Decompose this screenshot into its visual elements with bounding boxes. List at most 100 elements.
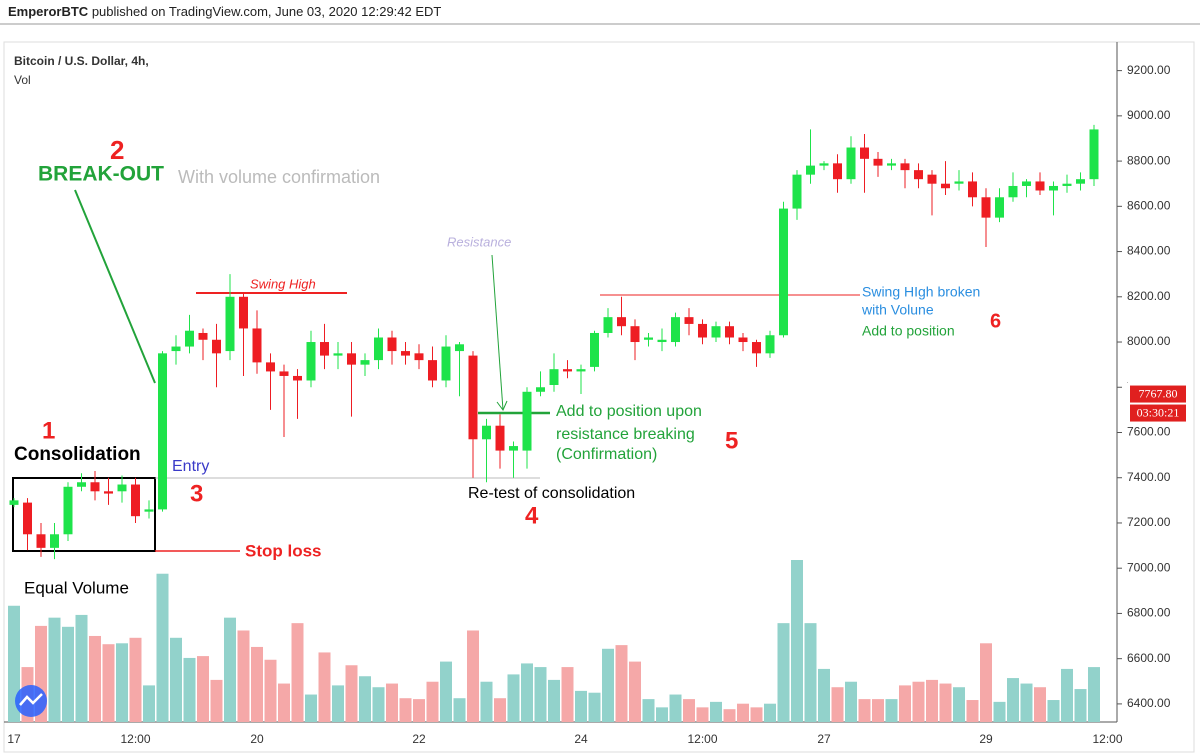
candle-body <box>968 181 977 198</box>
volume-bar <box>89 635 101 722</box>
candle-body <box>239 296 248 329</box>
volume-bar <box>318 652 331 722</box>
volume-bar <box>1088 667 1100 722</box>
candle-body <box>725 326 734 338</box>
candle-body <box>468 355 478 440</box>
candle-body <box>252 328 262 363</box>
volume-bar <box>197 656 209 722</box>
annotation: With volume confirmation <box>178 167 380 187</box>
candle-body <box>914 170 923 180</box>
volume-bar <box>386 683 398 722</box>
candle-body <box>171 346 181 352</box>
volume-layer <box>8 560 1100 722</box>
candle-body <box>63 486 73 535</box>
candle-body <box>266 362 275 372</box>
drawings <box>12 189 860 552</box>
volume-bar <box>143 685 155 722</box>
candle-body <box>657 339 667 343</box>
candle-body <box>846 147 856 180</box>
candle-body <box>144 509 154 512</box>
volume-bar <box>1074 689 1087 722</box>
y-tick-label: 6400.00 <box>1127 696 1171 710</box>
volume-bar <box>345 665 358 722</box>
candle-body <box>792 174 802 209</box>
header: EmperorBTC published on TradingView.com,… <box>8 4 441 19</box>
annotation: BREAK-OUT <box>38 163 164 186</box>
candle-body <box>131 484 140 517</box>
volume-bar <box>777 623 790 722</box>
candle-body <box>941 183 950 189</box>
y-tick-label: 8000.00 <box>1127 334 1171 348</box>
candle-body <box>360 360 370 365</box>
candle-body <box>590 332 599 367</box>
candle-body <box>185 330 194 347</box>
volume-bar <box>534 667 547 722</box>
volume-bar <box>642 699 655 722</box>
volume-bar <box>939 683 952 722</box>
candle-body <box>752 342 761 354</box>
volume-bar <box>629 661 641 722</box>
candle-body <box>374 337 383 361</box>
candle-body <box>320 342 329 356</box>
volume-bar <box>251 646 263 722</box>
annotation: Swing HIgh broken <box>862 284 980 300</box>
candle-body <box>293 375 302 381</box>
candle-body <box>549 369 559 385</box>
candle-body <box>887 163 896 166</box>
candle-body <box>1022 181 1031 186</box>
volume-bar <box>683 699 695 722</box>
volume-bar <box>48 617 61 722</box>
annotation: Resistance <box>447 234 511 249</box>
candles <box>9 124 1099 560</box>
volume-bar <box>966 700 979 722</box>
x-tick-label: 12:00 <box>1092 732 1122 746</box>
volume-bar <box>494 698 506 722</box>
volume-bar <box>1047 700 1060 722</box>
volume-bar <box>1020 683 1033 722</box>
annotation: 6 <box>990 310 1001 332</box>
volume-bar <box>210 679 223 722</box>
volume-bar <box>8 605 20 722</box>
volume-bar <box>926 679 938 722</box>
candle-body <box>603 317 613 333</box>
candle-body <box>225 296 235 352</box>
candle-body <box>671 317 680 343</box>
y-tick-label: 7200.00 <box>1127 515 1171 529</box>
volume-bar <box>1034 687 1046 722</box>
annotation: Consolidation <box>14 444 141 465</box>
volume-bar <box>116 643 128 722</box>
x-tick-label: 22 <box>412 732 426 746</box>
annotation: Add to position upon <box>556 403 702 420</box>
volume-bar <box>737 703 749 722</box>
x-tick-label: 20 <box>250 732 264 746</box>
candle-body <box>954 181 964 184</box>
candle-body <box>158 353 167 510</box>
candle-body <box>198 332 208 340</box>
volume-bar <box>575 690 587 722</box>
candle-body <box>482 425 491 440</box>
volume-bar <box>305 694 317 722</box>
candle-body <box>414 353 424 361</box>
y-tick-label: 8600.00 <box>1127 198 1171 212</box>
volume-bar <box>750 707 763 722</box>
volume-bar <box>507 674 520 722</box>
price-tag-label: 7767.80 <box>1139 386 1178 400</box>
candle-body <box>536 387 545 392</box>
author: EmperorBTC <box>8 4 89 19</box>
candle-body <box>765 335 775 354</box>
candle-body <box>495 425 505 451</box>
consolidation-box <box>12 477 156 552</box>
logo-mark <box>19 693 43 706</box>
breakout-pointer <box>74 189 156 384</box>
volume-bar <box>980 643 992 722</box>
volume-bar <box>264 659 277 722</box>
candle-body <box>306 342 316 381</box>
candle-body <box>387 337 397 352</box>
volume-bar <box>62 626 74 722</box>
volume-bar <box>669 694 682 722</box>
volume-bar <box>359 676 371 722</box>
annotation: 2 <box>110 135 124 165</box>
volume-bar <box>480 681 493 722</box>
annotation: Add to position <box>862 323 955 339</box>
